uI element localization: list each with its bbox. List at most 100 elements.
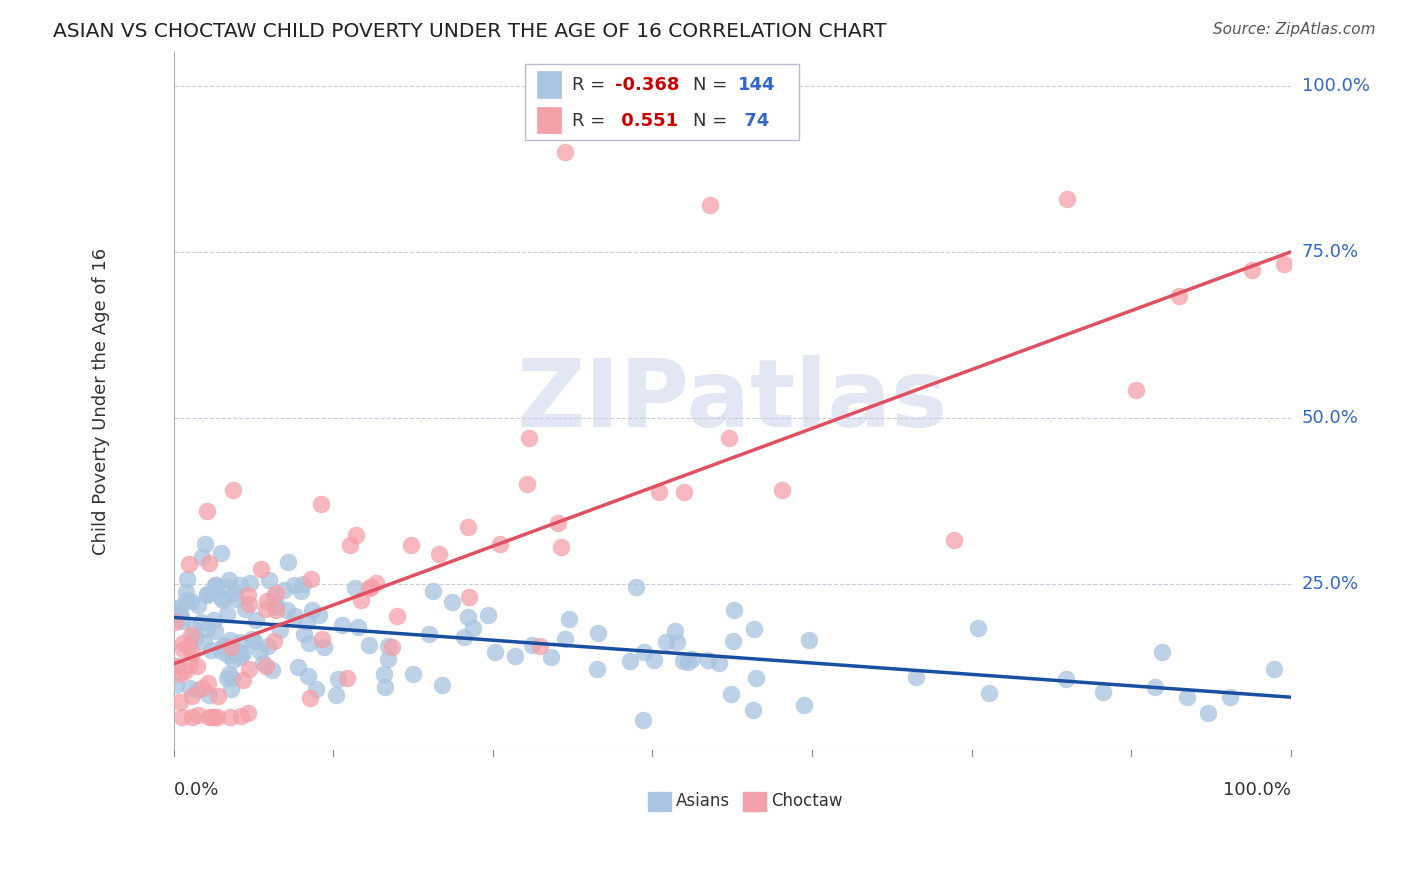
Point	[295, 615, 318, 629]
Point	[259, 573, 281, 587]
Point	[374, 680, 396, 694]
Text: N =: N =	[693, 112, 733, 130]
Point	[697, 653, 720, 667]
Point	[305, 682, 328, 697]
Point	[217, 671, 239, 685]
Text: ZIPatlas: ZIPatlas	[516, 355, 948, 448]
Point	[360, 580, 382, 594]
Point	[228, 578, 250, 592]
Point	[201, 585, 224, 599]
Point	[519, 431, 541, 445]
Point	[308, 607, 330, 622]
Point	[1125, 383, 1147, 397]
Text: 75.0%: 75.0%	[1302, 243, 1360, 260]
Point	[222, 483, 245, 497]
Point	[489, 537, 512, 551]
Point	[172, 636, 194, 650]
Point	[211, 643, 233, 657]
Bar	[648, 791, 671, 811]
Point	[184, 631, 207, 645]
Text: 100.0%: 100.0%	[1302, 77, 1369, 95]
Point	[364, 575, 387, 590]
Point	[427, 547, 450, 561]
Point	[202, 613, 225, 627]
Point	[799, 632, 821, 647]
Point	[218, 573, 240, 587]
Point	[770, 483, 793, 497]
Point	[238, 662, 260, 676]
Point	[254, 602, 277, 616]
Point	[905, 669, 928, 683]
Text: ASIAN VS CHOCTAW CHILD POVERTY UNDER THE AGE OF 16 CORRELATION CHART: ASIAN VS CHOCTAW CHILD POVERTY UNDER THE…	[53, 22, 887, 41]
Point	[163, 603, 186, 617]
Point	[484, 645, 506, 659]
Point	[245, 613, 267, 627]
Point	[553, 632, 575, 646]
Point	[243, 633, 266, 648]
Point	[249, 643, 271, 657]
Point	[176, 572, 198, 586]
Point	[707, 656, 730, 670]
Point	[240, 632, 263, 647]
Point	[330, 618, 353, 632]
Point	[744, 671, 766, 685]
Point	[349, 593, 371, 607]
Point	[554, 145, 576, 160]
Point	[172, 615, 194, 629]
Point	[418, 627, 440, 641]
Point	[301, 603, 323, 617]
Point	[177, 639, 200, 653]
Point	[676, 655, 699, 669]
Point	[297, 669, 319, 683]
Point	[263, 634, 285, 648]
Point	[357, 638, 380, 652]
Point	[547, 516, 569, 530]
Point	[276, 603, 298, 617]
Point	[215, 580, 238, 594]
Point	[1054, 672, 1077, 686]
Point	[218, 667, 240, 681]
Point	[461, 621, 484, 635]
Point	[298, 636, 321, 650]
Point	[264, 599, 287, 614]
Point	[619, 654, 641, 668]
Text: 0.0%: 0.0%	[173, 780, 219, 799]
Point	[357, 581, 380, 595]
Point	[723, 603, 745, 617]
Point	[238, 598, 260, 612]
Point	[742, 622, 765, 636]
Point	[222, 653, 245, 667]
Point	[586, 626, 609, 640]
Point	[209, 546, 232, 560]
Point	[205, 578, 228, 592]
Point	[503, 648, 526, 663]
Point	[221, 640, 243, 654]
Point	[624, 580, 647, 594]
Point	[252, 656, 274, 670]
Point	[205, 710, 228, 724]
Bar	[537, 71, 561, 98]
Point	[197, 675, 219, 690]
Point	[169, 667, 191, 681]
Point	[179, 681, 201, 696]
Point	[191, 681, 214, 695]
Text: 25.0%: 25.0%	[1302, 575, 1360, 593]
Point	[292, 627, 315, 641]
Point	[250, 562, 273, 576]
Point	[218, 648, 240, 663]
Point	[328, 672, 350, 686]
Point	[236, 706, 259, 721]
Point	[163, 615, 186, 630]
Point	[347, 620, 370, 634]
Point	[269, 623, 291, 637]
Point	[221, 671, 243, 685]
Point	[219, 710, 242, 724]
Point	[529, 640, 551, 654]
Point	[219, 682, 242, 697]
Point	[377, 639, 399, 653]
Point	[672, 654, 695, 668]
Point	[173, 664, 195, 678]
Point	[516, 477, 538, 491]
Point	[299, 573, 322, 587]
Point	[325, 688, 347, 702]
